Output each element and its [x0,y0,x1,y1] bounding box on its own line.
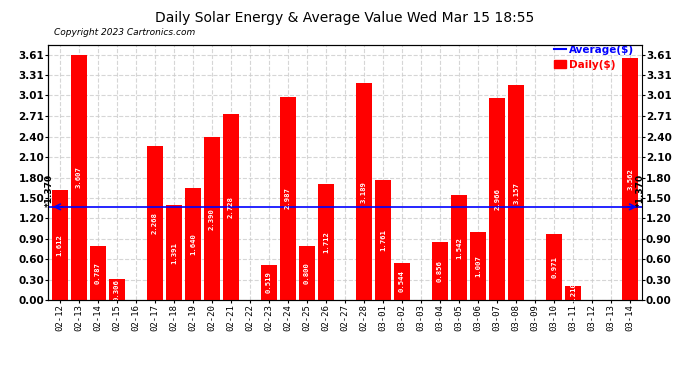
Bar [318,184,334,300]
Text: 3.157: 3.157 [513,182,519,204]
Text: 0.519: 0.519 [266,272,272,293]
Text: 1.640: 1.640 [190,233,196,255]
Text: 0.787: 0.787 [95,262,101,284]
Bar [509,86,524,300]
Text: 3.562: 3.562 [627,168,633,190]
Bar [489,98,505,300]
Text: 1.761: 1.761 [380,229,386,251]
Text: Copyright 2023 Cartronics.com: Copyright 2023 Cartronics.com [55,28,195,38]
Text: 0.800: 0.800 [304,262,310,284]
Bar [185,189,201,300]
Bar [52,190,68,300]
Bar [394,263,410,300]
Bar [71,55,86,300]
Bar [147,146,163,300]
Text: 0.856: 0.856 [437,260,443,282]
Text: 0.544: 0.544 [399,271,405,292]
Bar [299,246,315,300]
Text: *1.370: *1.370 [45,174,54,207]
Text: *1.370: *1.370 [636,174,645,207]
Text: 0.210: 0.210 [570,282,576,304]
Bar [109,279,125,300]
Text: 2.966: 2.966 [494,188,500,210]
Text: 2.987: 2.987 [285,188,291,209]
Text: 1.007: 1.007 [475,255,481,277]
Legend: Average($), Daily($): Average($), Daily($) [551,42,636,72]
Bar [204,138,219,300]
Text: 3.607: 3.607 [76,166,81,188]
Text: 2.268: 2.268 [152,212,158,234]
Bar [90,246,106,300]
Text: 1.612: 1.612 [57,234,63,256]
Bar [261,265,277,300]
Text: 1.712: 1.712 [323,231,329,253]
Text: 0.306: 0.306 [114,279,120,300]
Bar [280,97,296,300]
Bar [433,242,448,300]
Bar [356,83,372,300]
Text: 0.971: 0.971 [551,256,558,278]
Bar [622,58,638,300]
Text: 2.390: 2.390 [209,208,215,230]
Text: 1.391: 1.391 [171,242,177,264]
Text: Daily Solar Energy & Average Value Wed Mar 15 18:55: Daily Solar Energy & Average Value Wed M… [155,11,535,25]
Bar [375,180,391,300]
Text: 2.728: 2.728 [228,196,234,218]
Text: 3.189: 3.189 [361,181,367,203]
Bar [546,234,562,300]
Bar [565,286,581,300]
Bar [166,206,181,300]
Bar [451,195,467,300]
Bar [223,114,239,300]
Text: 1.542: 1.542 [456,237,462,258]
Bar [471,231,486,300]
